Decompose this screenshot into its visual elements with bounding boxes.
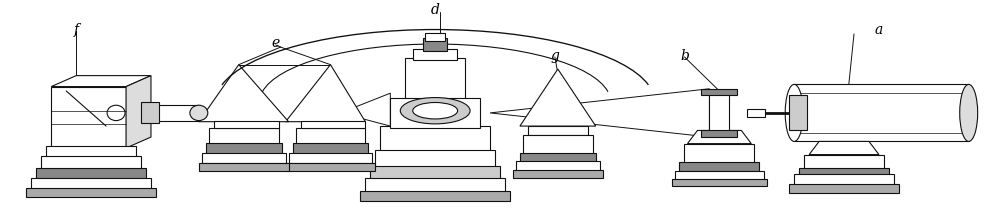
Bar bbox=[116, 105, 199, 121]
Bar bbox=[709, 91, 729, 135]
Bar bbox=[31, 178, 151, 189]
Bar bbox=[209, 128, 279, 144]
Bar bbox=[789, 95, 807, 130]
Text: g: g bbox=[550, 49, 559, 63]
Bar bbox=[405, 58, 465, 102]
Text: a: a bbox=[875, 23, 883, 37]
Bar bbox=[214, 121, 279, 128]
Polygon shape bbox=[490, 89, 709, 137]
Bar bbox=[51, 87, 126, 148]
Bar bbox=[516, 162, 600, 171]
Bar bbox=[375, 150, 495, 168]
Bar bbox=[804, 155, 884, 170]
Ellipse shape bbox=[960, 84, 978, 141]
Bar bbox=[141, 102, 159, 123]
Polygon shape bbox=[687, 130, 751, 144]
Text: e: e bbox=[272, 36, 280, 50]
Ellipse shape bbox=[413, 103, 458, 119]
Bar bbox=[799, 168, 889, 177]
Bar bbox=[679, 162, 759, 171]
Text: f: f bbox=[74, 23, 79, 37]
Bar bbox=[413, 49, 457, 60]
Bar bbox=[390, 98, 480, 128]
Polygon shape bbox=[286, 65, 365, 122]
Bar bbox=[794, 174, 894, 185]
Bar bbox=[701, 89, 737, 95]
Polygon shape bbox=[340, 93, 390, 126]
Bar bbox=[672, 179, 767, 186]
Bar bbox=[41, 156, 141, 169]
Bar bbox=[789, 184, 899, 193]
Bar bbox=[520, 153, 596, 162]
Bar bbox=[301, 121, 365, 128]
Bar bbox=[293, 143, 368, 153]
Bar bbox=[206, 143, 282, 153]
Bar bbox=[36, 168, 146, 179]
Bar bbox=[701, 130, 737, 137]
Text: d: d bbox=[431, 3, 440, 17]
Bar bbox=[26, 187, 156, 197]
Bar bbox=[289, 153, 372, 163]
Bar bbox=[513, 170, 603, 178]
Bar bbox=[286, 163, 375, 171]
Ellipse shape bbox=[190, 105, 208, 121]
Bar bbox=[423, 38, 447, 52]
Bar bbox=[202, 153, 286, 163]
Ellipse shape bbox=[400, 98, 470, 124]
Polygon shape bbox=[199, 65, 289, 122]
Text: b: b bbox=[680, 49, 689, 63]
Bar bbox=[675, 171, 764, 180]
Ellipse shape bbox=[107, 105, 125, 121]
Bar bbox=[528, 126, 588, 135]
Bar bbox=[794, 84, 969, 141]
Bar bbox=[523, 135, 593, 153]
Bar bbox=[425, 33, 445, 41]
Ellipse shape bbox=[785, 84, 803, 141]
Bar bbox=[747, 108, 765, 117]
Polygon shape bbox=[520, 69, 596, 126]
Bar bbox=[684, 144, 754, 163]
Bar bbox=[380, 126, 490, 152]
Bar bbox=[46, 146, 136, 157]
Bar bbox=[199, 163, 289, 171]
Bar bbox=[365, 178, 505, 192]
Polygon shape bbox=[126, 76, 151, 148]
Bar bbox=[360, 191, 510, 201]
Polygon shape bbox=[51, 76, 151, 87]
Polygon shape bbox=[809, 141, 879, 155]
Bar bbox=[296, 128, 365, 144]
Bar bbox=[370, 166, 500, 179]
